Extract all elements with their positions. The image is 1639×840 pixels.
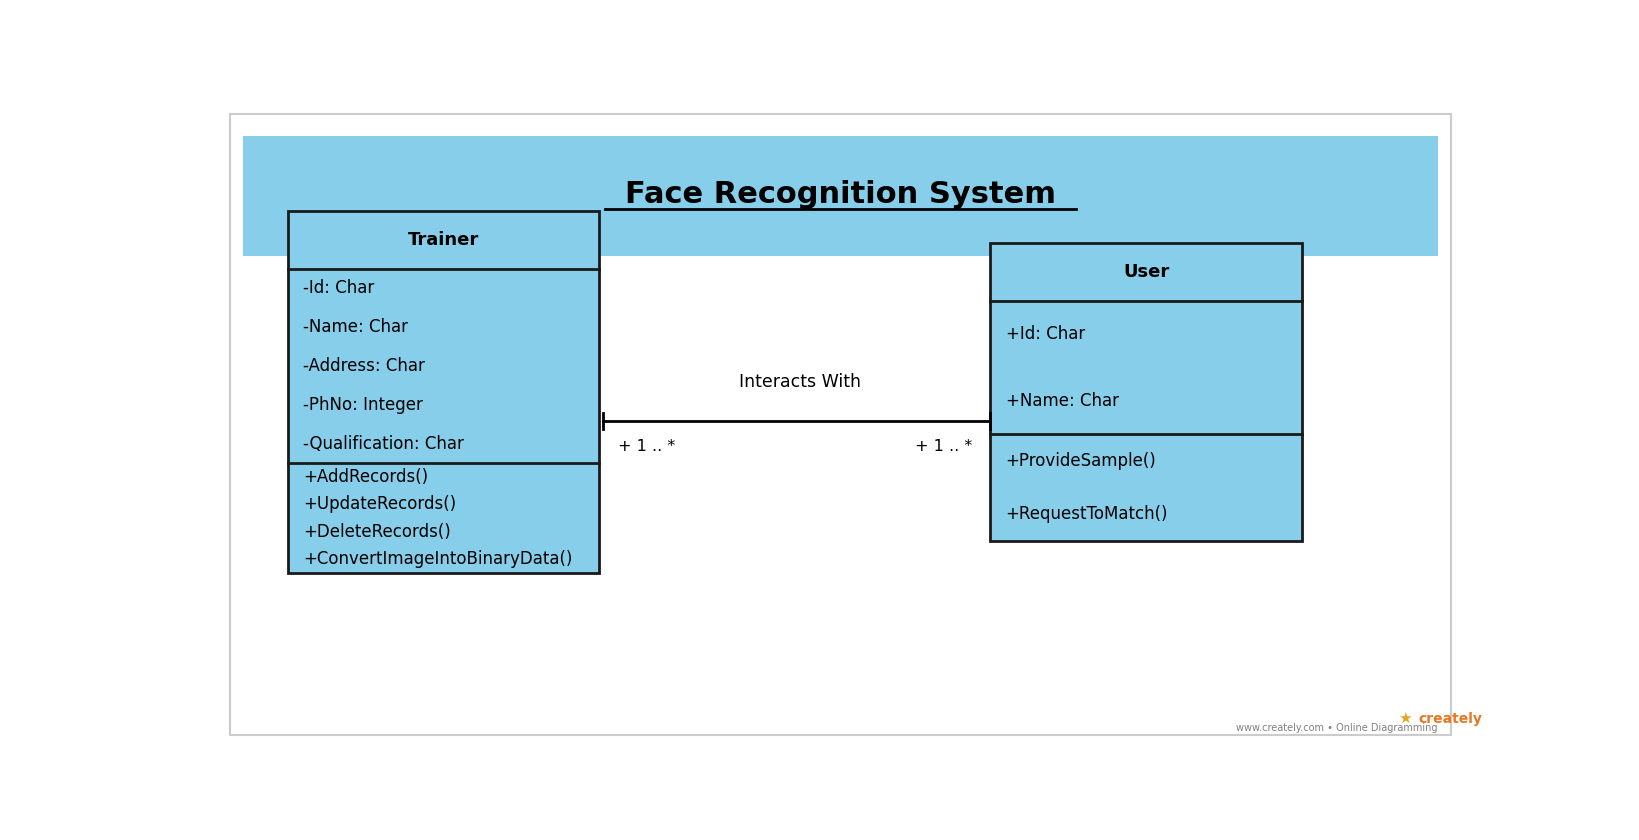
Text: -PhNo: Integer: -PhNo: Integer (303, 396, 423, 414)
Text: ★: ★ (1396, 711, 1411, 727)
Text: +DeleteRecords(): +DeleteRecords() (303, 522, 451, 541)
Text: +Name: Char: +Name: Char (1005, 391, 1118, 410)
Bar (287, 211, 598, 573)
Text: User: User (1123, 263, 1169, 281)
Text: www.creately.com • Online Diagramming: www.creately.com • Online Diagramming (1236, 723, 1437, 733)
Text: Trainer: Trainer (408, 231, 479, 249)
Bar (990, 243, 1301, 541)
Text: Face Recognition System: Face Recognition System (624, 180, 1056, 209)
Text: -Name: Char: -Name: Char (303, 318, 408, 336)
Text: -Address: Char: -Address: Char (303, 357, 425, 375)
Text: +RequestToMatch(): +RequestToMatch() (1005, 505, 1167, 523)
Text: creately: creately (1418, 712, 1482, 727)
Text: +Id: Char: +Id: Char (1005, 325, 1085, 344)
Text: +ConvertImageIntoBinaryData(): +ConvertImageIntoBinaryData() (303, 550, 572, 568)
Text: Interacts With: Interacts With (739, 373, 860, 391)
Text: -Qualification: Char: -Qualification: Char (303, 434, 464, 453)
Text: -Id: Char: -Id: Char (303, 280, 374, 297)
Text: + 1 .. *: + 1 .. * (915, 439, 972, 454)
Bar (243, 136, 1437, 256)
Text: +AddRecords(): +AddRecords() (303, 468, 428, 486)
Text: + 1 .. *: + 1 .. * (618, 439, 675, 454)
Text: +ProvideSample(): +ProvideSample() (1005, 452, 1155, 470)
Text: +UpdateRecords(): +UpdateRecords() (303, 496, 456, 513)
